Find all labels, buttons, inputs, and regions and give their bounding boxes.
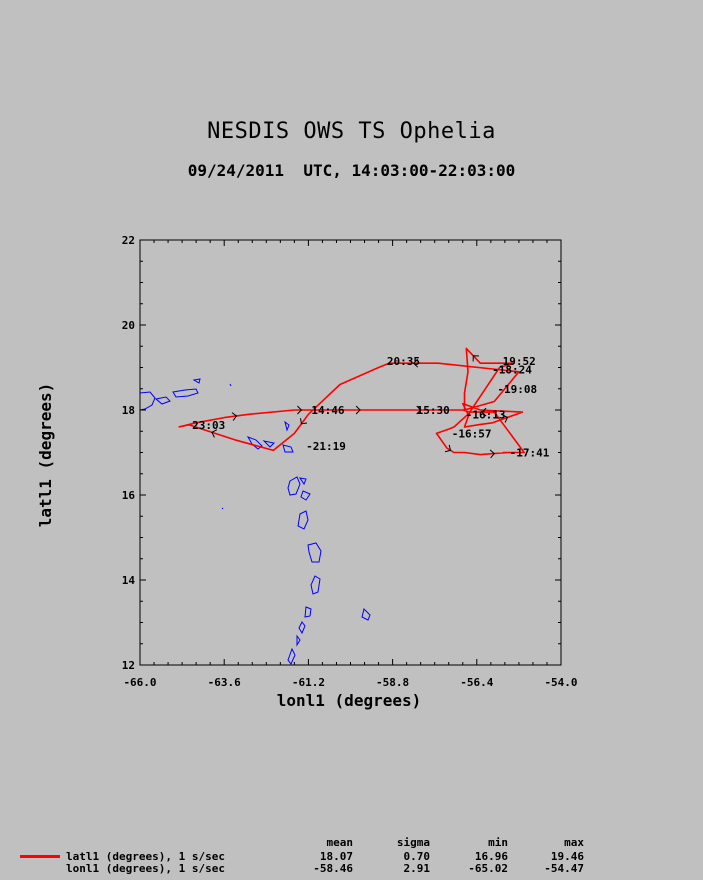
- stat-lat-sigma: 0.70: [403, 850, 431, 863]
- coastline: [284, 420, 290, 432]
- stat-header-max: max: [564, 836, 584, 849]
- x-tick-label: -58.8: [376, 676, 409, 689]
- direction-arrow: [481, 407, 487, 417]
- direction-arrow: [416, 405, 422, 415]
- coastline: [172, 388, 199, 398]
- direction-arrow: [444, 444, 452, 453]
- statistics-panel: mean sigma min max latl1 (degrees), 1 s/…: [0, 834, 703, 880]
- y-tick-label: 16: [122, 489, 136, 502]
- direction-arrow: [502, 414, 509, 423]
- coastline: [310, 575, 321, 595]
- x-tick-label: -61.2: [292, 676, 325, 689]
- coastline: [282, 444, 294, 453]
- y-tick-label: 18: [122, 404, 135, 417]
- time-label: 20:35: [387, 355, 420, 368]
- coastline: [361, 608, 371, 621]
- stat-lon-max: -54.47: [544, 862, 584, 875]
- coastline: [304, 606, 312, 618]
- direction-arrow: [297, 405, 303, 415]
- stat-row-label-lon: lonl1 (degrees), 1 s/sec: [66, 862, 225, 875]
- stat-lon-sigma: 2.91: [403, 862, 431, 875]
- stat-header-mean: mean: [326, 836, 354, 849]
- coastline: [229, 383, 232, 387]
- y-tick-label: 12: [122, 659, 135, 672]
- coastline: [262, 440, 276, 448]
- stat-lon-min: -65.02: [468, 862, 508, 875]
- legend-swatch-lat: [20, 855, 60, 858]
- direction-arrow-group: [211, 355, 509, 459]
- x-axis-title: lonl1 (degrees): [277, 691, 422, 710]
- direction-arrow: [412, 358, 419, 368]
- direction-arrow: [300, 418, 308, 425]
- coastline: [307, 542, 322, 563]
- x-tick-label: -63.6: [208, 676, 241, 689]
- direction-arrow: [231, 412, 238, 421]
- time-label: 23:03: [192, 419, 225, 432]
- coastline-group: [139, 378, 371, 665]
- time-label: -16:13: [466, 408, 506, 421]
- y-tick-label: 20: [122, 319, 135, 332]
- y-tick-label: 22: [122, 234, 135, 247]
- stat-lat-mean: 18.07: [319, 850, 353, 863]
- coastline: [297, 510, 309, 530]
- direction-arrow: [211, 429, 218, 438]
- coastline: [298, 477, 307, 486]
- coastline: [296, 634, 301, 647]
- coastline: [298, 621, 306, 635]
- stat-header-sigma: sigma: [396, 836, 430, 849]
- direction-arrow: [472, 355, 479, 362]
- stat-lat-min: 16.96: [474, 850, 508, 863]
- coastline: [300, 490, 311, 501]
- y-axis-title: latl1 (degrees): [36, 383, 55, 528]
- time-label: 15:30: [417, 404, 450, 417]
- coastline: [287, 476, 301, 496]
- coastline: [287, 647, 296, 665]
- stat-row-label-lat: latl1 (degrees), 1 s/sec: [66, 850, 225, 863]
- time-label: -16:57: [452, 427, 492, 440]
- chart-subtitle: 09/24/2011 UTC, 14:03:00-22:03:00: [187, 161, 516, 180]
- coastline: [139, 391, 156, 411]
- x-tick-label: -56.4: [460, 676, 493, 689]
- time-label: 14:46: [311, 404, 344, 417]
- time-label: -19:08: [497, 383, 537, 396]
- stat-lon-mean: -58.46: [313, 862, 353, 875]
- time-label-group: 14:46 15:30 -16:13 -16:57 -17:41 -18:24 -19:08…: [192, 355, 550, 459]
- time-label: -21:19: [306, 440, 346, 453]
- axis-tick-group: -66.0 -63.6 -61.2 -58.8 -56.4 -54.0 12 14 16 18 20…: [122, 234, 578, 689]
- time-label: -18:24: [492, 364, 532, 377]
- coastline: [192, 378, 201, 384]
- x-tick-label: -54.0: [544, 676, 577, 689]
- time-label: 19:52: [503, 355, 536, 368]
- coastline: [154, 396, 171, 405]
- stat-header-min: min: [488, 836, 508, 849]
- time-label: -17:41: [510, 447, 550, 460]
- chart-title: NESDIS OWS TS Ophelia: [207, 119, 496, 144]
- coastline: [221, 507, 224, 510]
- direction-arrow: [355, 405, 361, 415]
- stat-lat-max: 19.46: [550, 850, 584, 863]
- y-tick-label: 14: [122, 574, 136, 587]
- x-tick-label: -66.0: [123, 676, 156, 689]
- direction-arrow: [489, 449, 496, 459]
